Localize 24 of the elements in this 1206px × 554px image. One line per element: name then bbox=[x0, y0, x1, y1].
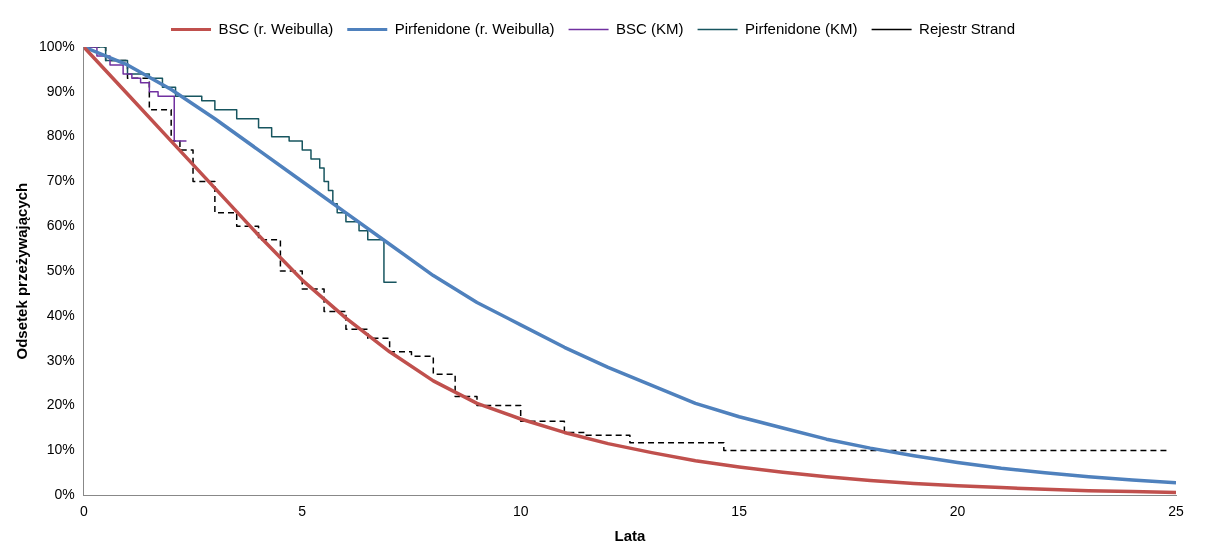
legend-label: Rejestr Strand bbox=[919, 19, 1015, 37]
x-tick-label: 5 bbox=[298, 503, 307, 520]
legend-label: BSC (r. Weibulla) bbox=[218, 19, 334, 37]
x-axis-title: Lata bbox=[614, 527, 646, 545]
y-axis-title: Odsetek przeżywających bbox=[13, 182, 31, 360]
y-tick-label: 40% bbox=[46, 306, 75, 323]
x-tick-label: 10 bbox=[512, 503, 529, 520]
y-tick-label: 80% bbox=[46, 127, 75, 144]
y-tick-label: 90% bbox=[46, 82, 75, 99]
x-tick-label: 25 bbox=[1168, 503, 1184, 520]
x-tick-label: 15 bbox=[731, 503, 748, 520]
y-tick-label: 60% bbox=[46, 217, 75, 234]
y-tick-label: 50% bbox=[46, 261, 75, 278]
legend-label: Pirfenidone (KM) bbox=[745, 19, 858, 37]
y-tick-label: 30% bbox=[46, 351, 75, 368]
legend-label: Pirfenidone (r. Weibulla) bbox=[394, 19, 555, 37]
y-tick-label: 20% bbox=[46, 396, 75, 413]
y-tick-label: 10% bbox=[46, 441, 75, 458]
y-tick-label: 70% bbox=[46, 172, 75, 189]
x-tick-label: 20 bbox=[949, 503, 966, 520]
y-tick-label: 100% bbox=[38, 37, 75, 54]
x-tick-label: 0 bbox=[79, 503, 88, 520]
y-tick-label: 0% bbox=[54, 486, 75, 503]
legend-label: BSC (KM) bbox=[616, 19, 684, 37]
